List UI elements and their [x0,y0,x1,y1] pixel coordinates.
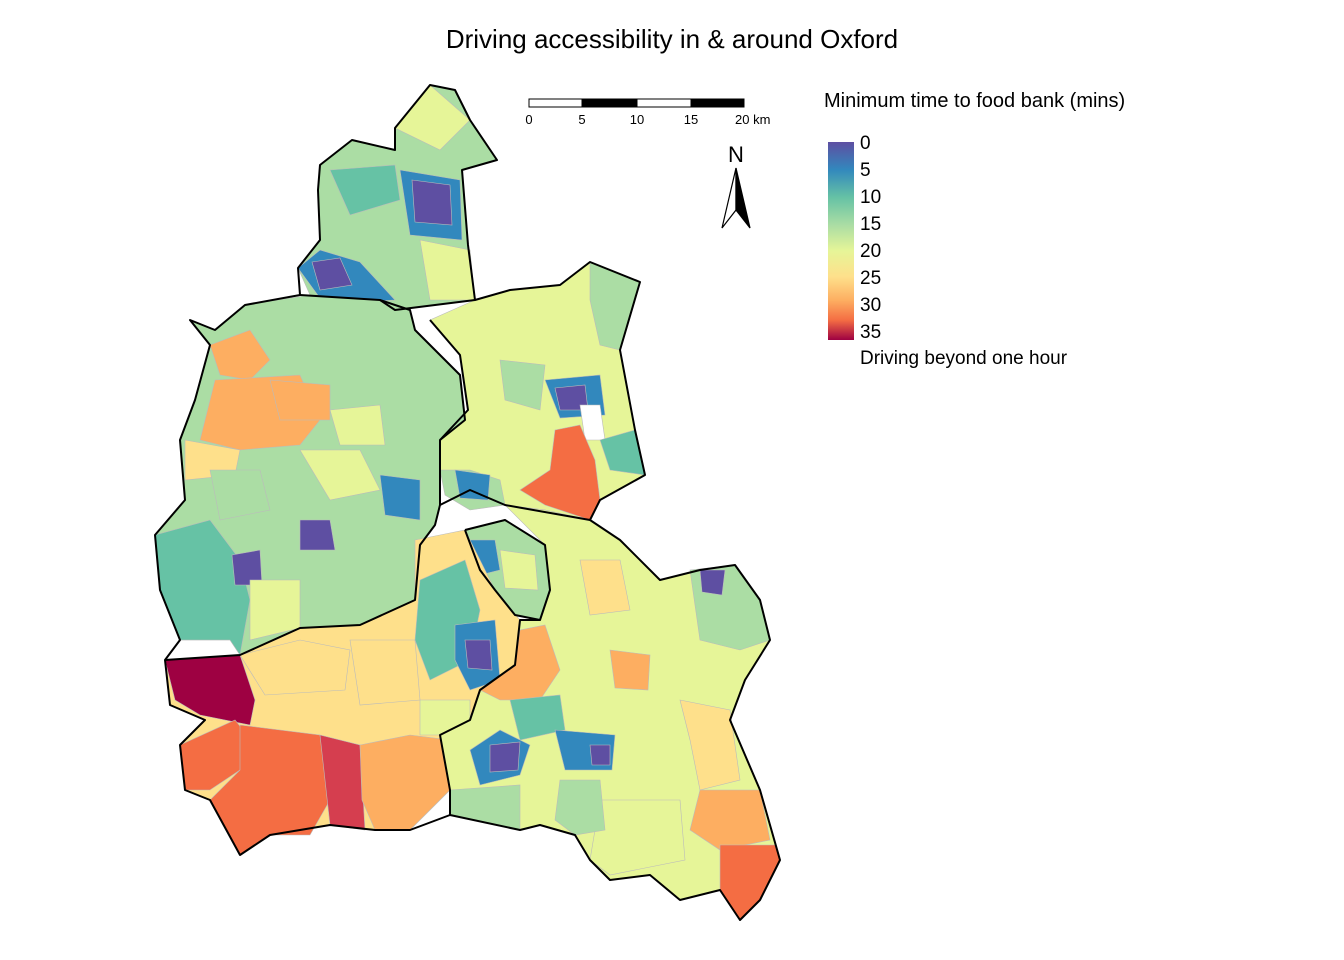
legend-tick-25: 25 [860,268,882,289]
legend-tick-35: 35 [860,322,882,343]
legend-na-label: Driving beyond one hour [860,348,1068,369]
district-north [297,84,498,311]
legend-title: Minimum time to food bank (mins) [824,90,1126,112]
legend-colorbar [828,142,854,340]
district-boundaries [154,84,781,921]
map-title: Driving accessibility in & around Oxford [445,24,899,54]
legend-tick-0: 0 [860,133,871,154]
north-label: N [728,142,744,167]
north-arrow-icon: N [721,142,751,229]
scale-label-10: 10 [630,112,644,127]
district-oxford [464,519,551,621]
district-west [154,294,466,656]
scale-label-0: 0 [525,112,532,127]
scale-bar: 0 5 10 15 20 km [525,98,770,127]
legend-tick-10: 10 [860,187,882,208]
legend-tick-30: 30 [860,295,882,316]
legend-tick-20: 20 [860,241,882,262]
scale-label-5: 5 [578,112,585,127]
district-southwest [164,529,521,856]
legend-tick-5: 5 [860,160,871,181]
district-northeast [429,261,646,521]
scale-label-15: 15 [684,112,698,127]
scale-label-20km: 20 km [735,112,770,127]
legend-tick-15: 15 [860,214,882,235]
